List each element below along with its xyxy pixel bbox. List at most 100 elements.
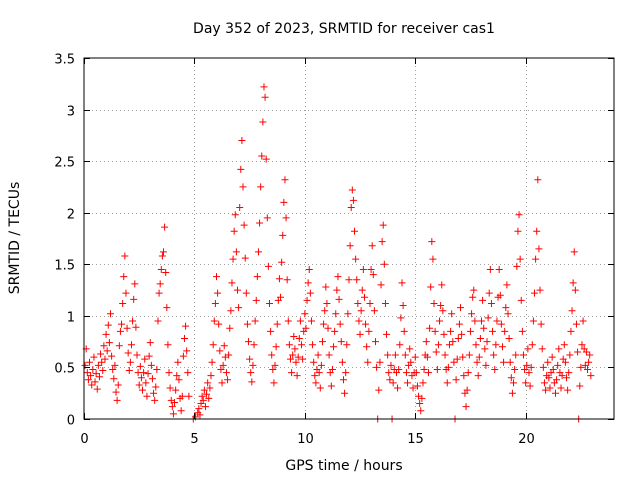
- data-point: [338, 358, 346, 366]
- data-point: [569, 279, 577, 287]
- data-point: [531, 289, 538, 297]
- data-point: [577, 363, 585, 371]
- data-point: [448, 310, 456, 318]
- data-point: [99, 367, 107, 375]
- data-point: [185, 392, 193, 400]
- data-point: [87, 372, 95, 380]
- data-point: [262, 155, 270, 163]
- data-point: [166, 384, 174, 392]
- data-point: [516, 255, 524, 263]
- data-point: [563, 374, 571, 382]
- data-point: [295, 335, 303, 343]
- data-point: [161, 223, 169, 231]
- data-point: [579, 317, 587, 325]
- data-point: [127, 341, 135, 349]
- y-tick-label: 1.5: [54, 259, 75, 274]
- data-point: [83, 369, 91, 377]
- data-point: [551, 389, 559, 397]
- data-point: [525, 369, 533, 377]
- data-point: [526, 382, 534, 390]
- data-point: [84, 376, 92, 384]
- data-point: [443, 379, 451, 387]
- data-point: [114, 381, 122, 389]
- data-point: [354, 299, 362, 307]
- data-point: [568, 307, 576, 315]
- data-point: [464, 369, 472, 377]
- data-point: [343, 341, 351, 349]
- data-point: [141, 355, 149, 363]
- data-point: [431, 327, 439, 335]
- y-tick-label: 1: [67, 311, 75, 326]
- data-point: [402, 369, 410, 377]
- data-point: [211, 299, 219, 307]
- data-point: [140, 369, 148, 377]
- data-point: [447, 327, 455, 335]
- data-point: [363, 343, 371, 351]
- x-tick-label: 20: [518, 432, 535, 447]
- data-point: [409, 384, 417, 392]
- data-point: [399, 302, 407, 310]
- data-point: [549, 365, 557, 373]
- data-point: [381, 299, 389, 307]
- data-point: [270, 379, 278, 387]
- data-point: [418, 394, 426, 402]
- data-point: [258, 152, 266, 160]
- data-point: [126, 358, 134, 366]
- data-point: [532, 255, 540, 263]
- data-point: [103, 347, 111, 355]
- data-point: [375, 386, 383, 394]
- data-point: [220, 342, 228, 350]
- data-point: [544, 358, 552, 366]
- data-point: [386, 376, 394, 384]
- data-point: [123, 324, 131, 332]
- data-point: [510, 379, 518, 387]
- data-point: [148, 375, 156, 383]
- data-point: [296, 317, 304, 325]
- data-point: [362, 320, 370, 328]
- data-point: [398, 279, 406, 287]
- data-point: [110, 375, 118, 383]
- data-point: [417, 407, 425, 415]
- data-point: [407, 358, 415, 366]
- data-point: [560, 341, 568, 349]
- data-point: [130, 295, 138, 303]
- data-point: [301, 310, 309, 318]
- data-point: [261, 93, 269, 101]
- data-point: [207, 372, 215, 380]
- data-point: [208, 358, 216, 366]
- data-point: [428, 238, 436, 246]
- axis-tick-labels: 0 0.5 1 1.5 2 2.5 3 3.5 0 5 10 15 20: [54, 53, 534, 448]
- data-point: [218, 379, 226, 387]
- data-point: [536, 286, 544, 294]
- data-point: [501, 327, 509, 335]
- data-point: [478, 317, 485, 325]
- data-point: [480, 324, 488, 332]
- data-point: [487, 299, 495, 307]
- data-point: [356, 330, 364, 338]
- data-point: [515, 211, 523, 219]
- data-point: [217, 365, 225, 373]
- data-point: [379, 221, 387, 229]
- data-point: [137, 374, 145, 382]
- data-point: [430, 299, 438, 307]
- data-point: [500, 358, 508, 366]
- data-point: [239, 183, 247, 191]
- data-point: [209, 341, 217, 349]
- data-point: [145, 352, 153, 360]
- data-point: [484, 314, 492, 322]
- data-point: [205, 394, 213, 402]
- data-point: [279, 231, 287, 239]
- data-point: [240, 221, 248, 229]
- data-point: [177, 407, 185, 415]
- data-point: [116, 327, 124, 335]
- data-point: [292, 358, 300, 366]
- data-point: [449, 338, 457, 346]
- data-point: [165, 369, 173, 377]
- data-point: [468, 310, 476, 318]
- data-point: [286, 355, 294, 363]
- data-point: [214, 289, 222, 297]
- data-point: [377, 281, 385, 289]
- data-point: [444, 363, 452, 371]
- data-point: [124, 349, 132, 357]
- data-point: [507, 374, 515, 382]
